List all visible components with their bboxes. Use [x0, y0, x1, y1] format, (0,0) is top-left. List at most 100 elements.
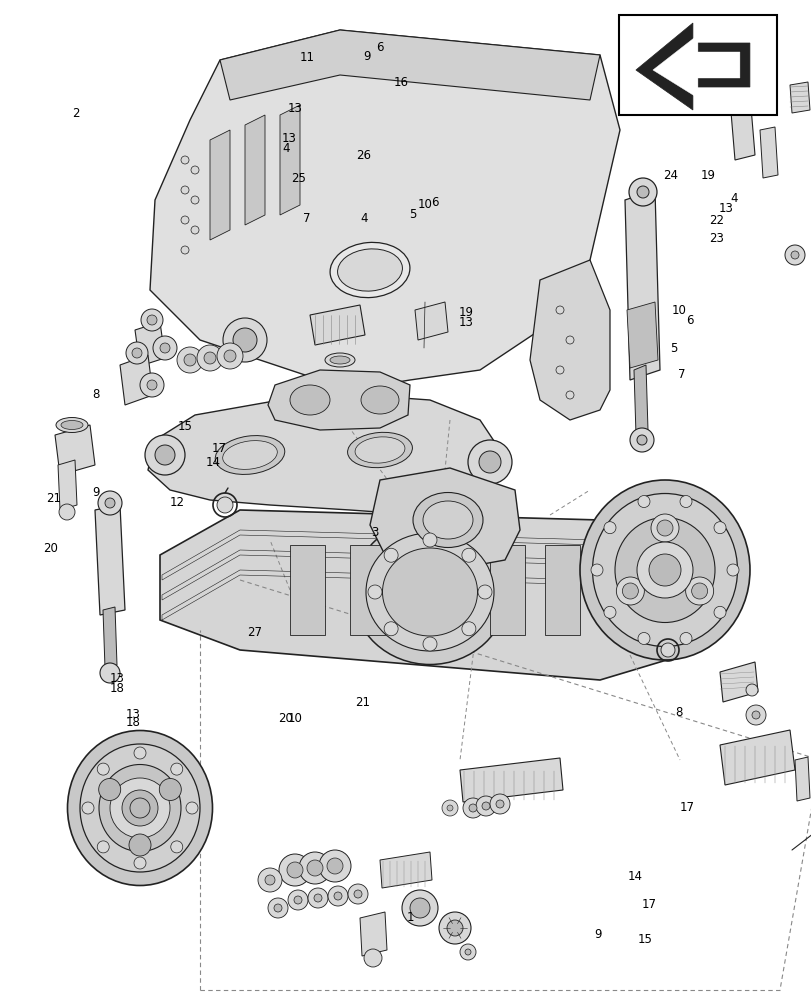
- Circle shape: [565, 391, 573, 399]
- Circle shape: [637, 632, 649, 644]
- Polygon shape: [135, 322, 165, 366]
- Circle shape: [461, 548, 475, 562]
- Circle shape: [467, 440, 512, 484]
- Polygon shape: [95, 505, 125, 615]
- Circle shape: [105, 498, 115, 508]
- Text: 14: 14: [627, 870, 642, 883]
- Circle shape: [660, 643, 674, 657]
- Circle shape: [130, 798, 150, 818]
- Text: 3: 3: [371, 526, 379, 538]
- Text: 6: 6: [375, 41, 384, 54]
- Circle shape: [637, 496, 649, 508]
- Text: 21: 21: [46, 491, 61, 504]
- Polygon shape: [794, 757, 809, 801]
- Circle shape: [181, 156, 189, 164]
- Circle shape: [152, 336, 177, 360]
- Circle shape: [410, 898, 430, 918]
- Circle shape: [621, 583, 637, 599]
- Circle shape: [327, 858, 342, 874]
- Text: 6: 6: [685, 314, 693, 326]
- Circle shape: [160, 343, 169, 353]
- Circle shape: [141, 309, 163, 331]
- Circle shape: [446, 805, 453, 811]
- Text: 4: 4: [729, 192, 737, 205]
- Circle shape: [460, 944, 475, 960]
- Text: 20: 20: [43, 542, 58, 554]
- Circle shape: [363, 949, 381, 967]
- Circle shape: [100, 663, 120, 683]
- Text: 18: 18: [109, 682, 124, 694]
- Circle shape: [170, 841, 182, 853]
- Text: 17: 17: [679, 801, 693, 814]
- Ellipse shape: [382, 548, 477, 636]
- Polygon shape: [310, 305, 365, 345]
- Text: 11: 11: [299, 51, 314, 64]
- Circle shape: [478, 451, 500, 473]
- Text: 20: 20: [278, 712, 293, 724]
- Circle shape: [294, 896, 302, 904]
- Text: 7: 7: [303, 212, 311, 225]
- Text: 8: 8: [92, 388, 100, 401]
- Polygon shape: [55, 425, 95, 475]
- Bar: [618, 15, 776, 115]
- Circle shape: [469, 804, 476, 812]
- Polygon shape: [719, 662, 757, 702]
- Circle shape: [217, 497, 233, 513]
- Text: 16: 16: [393, 76, 408, 89]
- Polygon shape: [268, 370, 410, 430]
- Circle shape: [286, 862, 303, 878]
- Circle shape: [691, 583, 706, 599]
- Polygon shape: [58, 460, 77, 510]
- Ellipse shape: [99, 764, 181, 851]
- Polygon shape: [280, 105, 299, 215]
- Text: 13: 13: [458, 316, 473, 330]
- Text: 21: 21: [354, 696, 369, 710]
- Circle shape: [713, 606, 725, 618]
- Circle shape: [273, 904, 281, 912]
- Circle shape: [461, 622, 475, 636]
- Text: 15: 15: [637, 933, 651, 946]
- Bar: [489, 545, 525, 635]
- Ellipse shape: [324, 353, 354, 367]
- Polygon shape: [245, 115, 264, 225]
- Circle shape: [298, 852, 331, 884]
- Circle shape: [446, 920, 462, 936]
- Text: 6: 6: [430, 196, 438, 209]
- Circle shape: [134, 747, 146, 759]
- Polygon shape: [633, 365, 647, 435]
- Polygon shape: [652, 35, 739, 98]
- Ellipse shape: [56, 418, 88, 432]
- Text: 13: 13: [281, 132, 296, 145]
- Text: 1: 1: [406, 911, 414, 924]
- Circle shape: [59, 504, 75, 520]
- Circle shape: [636, 542, 692, 598]
- Circle shape: [191, 196, 199, 204]
- Ellipse shape: [413, 492, 483, 548]
- Circle shape: [233, 328, 257, 352]
- Circle shape: [184, 354, 195, 366]
- Circle shape: [441, 800, 457, 816]
- Circle shape: [319, 850, 350, 882]
- Circle shape: [648, 554, 680, 586]
- Circle shape: [147, 380, 157, 390]
- Polygon shape: [759, 127, 777, 178]
- Circle shape: [616, 577, 644, 605]
- Circle shape: [139, 373, 164, 397]
- Text: 25: 25: [291, 172, 306, 185]
- Circle shape: [279, 854, 311, 886]
- Text: 19: 19: [700, 169, 714, 182]
- Ellipse shape: [614, 518, 714, 622]
- Circle shape: [126, 342, 148, 364]
- Text: 23: 23: [708, 232, 723, 244]
- Polygon shape: [103, 607, 117, 668]
- Circle shape: [82, 802, 94, 814]
- Ellipse shape: [290, 385, 329, 415]
- Circle shape: [367, 585, 381, 599]
- Circle shape: [314, 894, 322, 902]
- Ellipse shape: [80, 744, 200, 872]
- Polygon shape: [380, 852, 431, 888]
- Circle shape: [603, 522, 616, 534]
- Circle shape: [181, 186, 189, 194]
- Ellipse shape: [347, 432, 412, 468]
- Ellipse shape: [579, 480, 749, 660]
